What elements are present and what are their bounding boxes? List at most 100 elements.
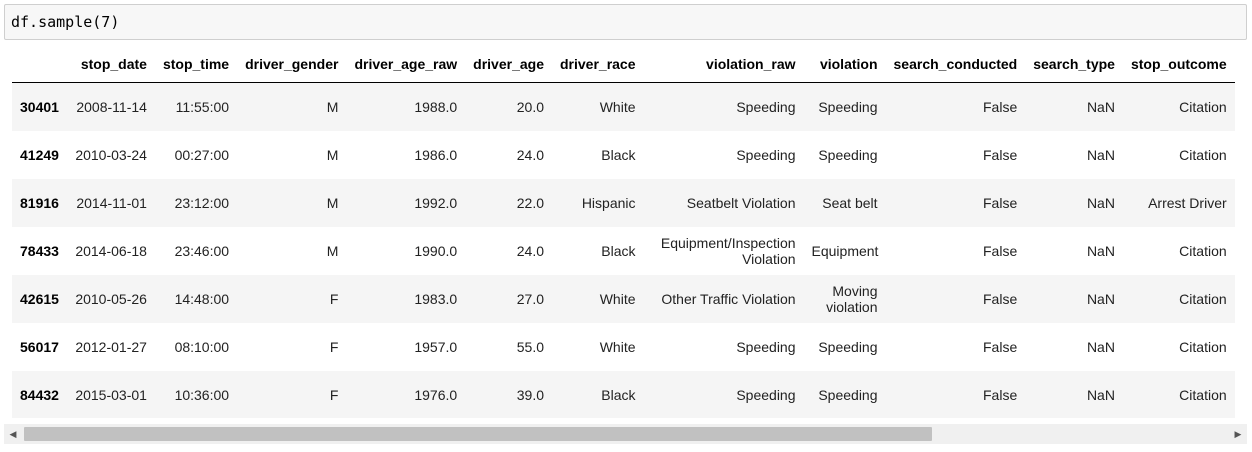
cell-stop-time: 10:36:00 bbox=[174, 386, 230, 403]
cell-value: 2008-11-14 bbox=[76, 98, 147, 115]
cell-driver-age-raw: 1976.0 bbox=[414, 386, 458, 403]
row-index: 42615 bbox=[20, 290, 59, 307]
cell-stop-date: 2012-01-27 bbox=[67, 323, 155, 371]
cell-value: Speeding bbox=[818, 146, 878, 163]
cell-value: Seat belt bbox=[822, 194, 878, 211]
cell-driver-age-raw: 1957.0 bbox=[414, 338, 458, 355]
cell-driver-race: Hispanic bbox=[581, 194, 636, 211]
cell-search-conducted: False bbox=[983, 338, 1018, 355]
cell-search-conducted: False bbox=[983, 98, 1018, 115]
column-header: driver_gender bbox=[237, 46, 347, 83]
cell-value: 2014-11-01 bbox=[76, 194, 147, 211]
cell-driver-age: 20.0 bbox=[516, 98, 544, 115]
cell-driver-race: Black bbox=[601, 146, 636, 163]
cell-search-conducted: False bbox=[983, 242, 1018, 259]
cell-value: 2010-03-24 bbox=[75, 146, 147, 163]
cell-stop-outcome: Citation bbox=[1179, 338, 1227, 355]
cell-stop-date: 2010-03-24 bbox=[67, 131, 155, 179]
cell-stop-outcome: Citation bbox=[1179, 98, 1227, 115]
scrollbar-thumb[interactable] bbox=[24, 427, 932, 441]
cell-driver-age: 24.0 bbox=[516, 242, 544, 259]
table-row: 81916 2014-11-01 23:12:00 M 1992.0 22.0 … bbox=[12, 178, 1235, 227]
code-cell-input[interactable]: df.sample(7) bbox=[4, 4, 1247, 40]
cell-search-conducted: False bbox=[983, 290, 1018, 307]
column-header: stop_outcome bbox=[1122, 46, 1235, 83]
table-row: 42615 2010-05-26 14:48:00 F 1983.0 27.0 … bbox=[12, 274, 1235, 323]
cell-violation: Speeding bbox=[804, 323, 886, 371]
triangle-right-icon[interactable]: ▶ bbox=[1234, 429, 1242, 439]
cell-violation-raw: Other Traffic Violation bbox=[644, 275, 804, 323]
cell-violation: Seat belt bbox=[804, 179, 886, 227]
cell-value: Speeding bbox=[736, 338, 796, 355]
cell-violation-raw: Speeding bbox=[644, 371, 804, 419]
cell-driver-race: White bbox=[599, 98, 636, 115]
row-index: 84432 bbox=[20, 386, 59, 403]
index-header bbox=[12, 46, 67, 83]
cell-search-type: NaN bbox=[1086, 146, 1115, 163]
cell-value: 2014-06-18 bbox=[75, 242, 147, 259]
cell-violation-raw: Equipment/Inspection Violation bbox=[644, 227, 804, 275]
cell-driver-age-raw: 1988.0 bbox=[414, 98, 458, 115]
cell-driver-age-raw: 1992.0 bbox=[414, 194, 458, 211]
row-index: 41249 bbox=[20, 146, 59, 163]
cell-search-conducted: False bbox=[983, 386, 1018, 403]
row-index: 78433 bbox=[20, 242, 59, 259]
cell-value: 2010-05-26 bbox=[75, 290, 147, 307]
cell-value: Moving violation bbox=[826, 282, 878, 315]
cell-stop-date: 2010-05-26 bbox=[67, 275, 155, 323]
cell-value: 2015-03-01 bbox=[75, 386, 147, 403]
cell-search-type: NaN bbox=[1086, 98, 1115, 115]
cell-stop-outcome: Arrest Driver bbox=[1148, 194, 1227, 211]
triangle-left-icon[interactable]: ◀ bbox=[9, 429, 17, 439]
cell-stop-time: 00:27:00 bbox=[174, 146, 230, 163]
horizontal-scrollbar[interactable]: ◀ ▶ bbox=[4, 424, 1247, 444]
column-header: stop_time bbox=[154, 46, 238, 83]
cell-stop-outcome: Citation bbox=[1179, 386, 1227, 403]
column-header: search_conducted bbox=[885, 46, 1026, 83]
cell-value: Speeding bbox=[818, 98, 878, 115]
cell-driver-gender: F bbox=[329, 290, 339, 307]
cell-stop-time: 23:46:00 bbox=[174, 242, 230, 259]
row-index: 30401 bbox=[20, 98, 59, 115]
cell-violation-raw: Speeding bbox=[644, 323, 804, 371]
cell-driver-age-raw: 1983.0 bbox=[414, 290, 458, 307]
cell-stop-date: 2014-11-01 bbox=[67, 179, 155, 227]
table-row: 78433 2014-06-18 23:46:00 M 1990.0 24.0 … bbox=[12, 226, 1235, 275]
cell-violation: Speeding bbox=[804, 83, 886, 131]
cell-search-conducted: False bbox=[983, 194, 1018, 211]
cell-driver-gender: M bbox=[326, 242, 339, 259]
table-row: 41249 2010-03-24 00:27:00 M 1986.0 24.0 … bbox=[12, 130, 1235, 179]
cell-driver-age-raw: 1986.0 bbox=[414, 146, 458, 163]
cell-value: Equipment bbox=[811, 242, 879, 259]
cell-value: Other Traffic Violation bbox=[661, 290, 796, 307]
cell-violation: Speeding bbox=[804, 371, 886, 419]
cell-driver-age: 22.0 bbox=[516, 194, 544, 211]
cell-driver-gender: M bbox=[326, 146, 339, 163]
row-index: 81916 bbox=[20, 194, 59, 211]
cell-stop-time: 14:48:00 bbox=[174, 290, 230, 307]
cell-stop-outcome: Citation bbox=[1179, 290, 1227, 307]
cell-driver-age: 27.0 bbox=[516, 290, 544, 307]
cell-driver-gender: F bbox=[329, 386, 339, 403]
cell-value: Speeding bbox=[736, 98, 796, 115]
cell-driver-gender: F bbox=[329, 338, 339, 355]
cell-search-type: NaN bbox=[1086, 338, 1115, 355]
cell-driver-age: 55.0 bbox=[516, 338, 544, 355]
cell-search-type: NaN bbox=[1086, 290, 1115, 307]
cell-value: Speeding bbox=[736, 146, 796, 163]
column-header: driver_age_raw bbox=[346, 46, 466, 83]
cell-stop-time: 08:10:00 bbox=[174, 338, 230, 355]
cell-driver-race: White bbox=[599, 338, 636, 355]
dataframe-table: stop_date stop_time driver_gender driver… bbox=[12, 46, 1235, 418]
cell-value: Seatbelt Violation bbox=[686, 194, 796, 211]
column-header: violation bbox=[803, 46, 886, 83]
cell-violation-raw: Speeding bbox=[644, 131, 804, 179]
code-text[interactable]: df.sample(7) bbox=[11, 13, 120, 31]
cell-value: Speeding bbox=[736, 386, 796, 403]
cell-driver-race: White bbox=[599, 290, 636, 307]
cell-stop-date: 2008-11-14 bbox=[67, 83, 155, 131]
cell-violation: Equipment bbox=[804, 227, 886, 275]
column-header: stop_date bbox=[66, 46, 155, 83]
table-row: 56017 2012-01-27 08:10:00 F 1957.0 55.0 … bbox=[12, 322, 1235, 371]
cell-violation: Speeding bbox=[804, 131, 886, 179]
